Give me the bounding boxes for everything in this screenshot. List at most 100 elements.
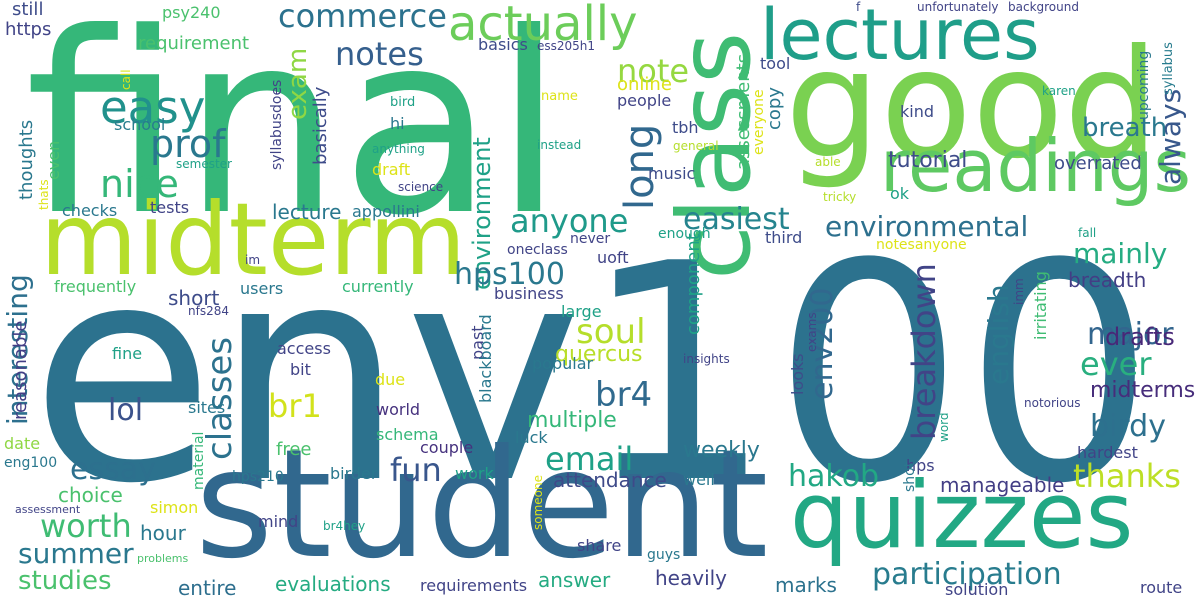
word-due: due [375, 370, 406, 389]
word-call: call [119, 69, 133, 90]
word-science: science [398, 180, 444, 194]
word-draft: draft [372, 160, 411, 179]
word-sites: sites [188, 398, 226, 417]
word-people: people [617, 91, 672, 110]
word-short: short [168, 286, 220, 310]
word-school: school [114, 115, 166, 134]
word-notesanyone: notesanyone [876, 237, 967, 253]
word-env100: env100 [30, 200, 1155, 549]
word-tricky: tricky [823, 190, 857, 204]
word-final: final [25, 0, 564, 270]
word-birdy: birdy [1090, 409, 1166, 444]
word-still: still [12, 0, 44, 20]
word-im: im [245, 253, 261, 267]
word-weekly: weekly [683, 438, 760, 463]
word-english: english [982, 284, 1015, 385]
word-able: able [815, 155, 841, 169]
word-br4hey: br4hey [323, 519, 366, 533]
word-third: third [765, 228, 803, 247]
word-breakdown: breakdown [905, 263, 943, 440]
word-br1: br1 [268, 387, 322, 425]
word-luck: luck [515, 428, 548, 447]
word-ok: ok [890, 184, 910, 203]
word-appollini: appollini [352, 202, 420, 221]
word-world: world [376, 400, 421, 419]
word-thanks: thanks [1073, 457, 1181, 495]
word-hour: hour [140, 521, 186, 545]
word-upcoming: upcoming [1136, 50, 1152, 120]
word-semester: semester [176, 157, 232, 171]
word-material: material [191, 431, 207, 490]
word-background: background [1008, 0, 1079, 14]
word-actually: actually [448, 0, 638, 52]
word-note: note [617, 52, 690, 90]
word-assessment: assessment [15, 503, 81, 516]
word-someone: someone [531, 475, 545, 530]
word-work: work [455, 464, 494, 483]
word-hi: hi [390, 114, 405, 133]
word-always: always [1154, 88, 1187, 185]
word-couple: couple [420, 438, 474, 457]
word-thats: thats [37, 179, 51, 210]
word-tests: tests [150, 198, 190, 217]
word-quizzes: quizzes [790, 462, 1134, 569]
word-easiest: easiest [683, 202, 790, 237]
word-choice: choice [58, 483, 123, 507]
word-email: email [545, 440, 634, 478]
word-requirements: requirements [420, 576, 528, 595]
word-component: component [683, 233, 704, 335]
word-imm: imm [1012, 278, 1026, 305]
word-enough: enough [658, 226, 711, 242]
word-bird: bird [390, 95, 416, 110]
word-breadth: breadth [1068, 268, 1147, 292]
word-lectures: lectures [760, 0, 1040, 76]
word-shot: shot [902, 461, 918, 492]
word-basically: basically [310, 86, 331, 165]
word-irritating: irritating [1031, 271, 1050, 340]
word-access: access [277, 339, 331, 358]
word-exams: exams [805, 312, 819, 352]
word-anything: anything [372, 142, 425, 156]
word-frequently: frequently [54, 277, 137, 296]
word-student: student [195, 418, 769, 592]
word-hakob: hakob [788, 459, 880, 494]
word-tool: tool [760, 54, 791, 73]
word-hardest: hardest [1077, 443, 1138, 462]
word-blackboard: blackboard [476, 314, 495, 403]
word-entire: entire [178, 576, 237, 600]
word-quercus: quercus [555, 342, 643, 367]
word-multiple: multiple [527, 408, 617, 433]
word-everyone: everyone [751, 89, 767, 155]
word-looks: looks [788, 353, 807, 395]
word-hps210: hps210 [232, 469, 284, 485]
word-hps100: hps100 [454, 257, 565, 292]
word-word: word [937, 412, 951, 443]
word-business: business [494, 284, 564, 303]
word-exam: exam [283, 47, 313, 120]
word-readings: readings [880, 124, 1191, 208]
word-birder: birder [330, 464, 378, 483]
word-karen: karen [1042, 84, 1076, 98]
word-requirement: requirement [138, 33, 250, 54]
word-essay: essay [70, 452, 156, 487]
word-tutorial: tutorial [888, 148, 968, 173]
word-easy: easy [100, 81, 206, 134]
word-thoughts: thoughts [16, 119, 37, 200]
word-lol: lol [108, 393, 144, 428]
word-marks: marks [775, 573, 837, 597]
word-mainly: mainly [1073, 237, 1168, 270]
word-studies: studies [18, 566, 112, 596]
word-insights: insights [683, 352, 730, 366]
word-well: well [683, 470, 715, 489]
word-syllabusdoes: syllabusdoes [269, 79, 285, 170]
word-unfortunately: unfortunately [917, 0, 999, 14]
word-general: general [673, 139, 719, 153]
word-good: good [785, 18, 1159, 192]
word-problems: problems [137, 552, 189, 565]
word-major: major [1087, 317, 1174, 352]
word-oneclass: oneclass [507, 242, 568, 258]
word-music: music [648, 164, 696, 183]
word-fun: fun [390, 451, 442, 489]
word-guys: guys [647, 547, 681, 563]
word-overrated: overrated [1054, 153, 1142, 174]
